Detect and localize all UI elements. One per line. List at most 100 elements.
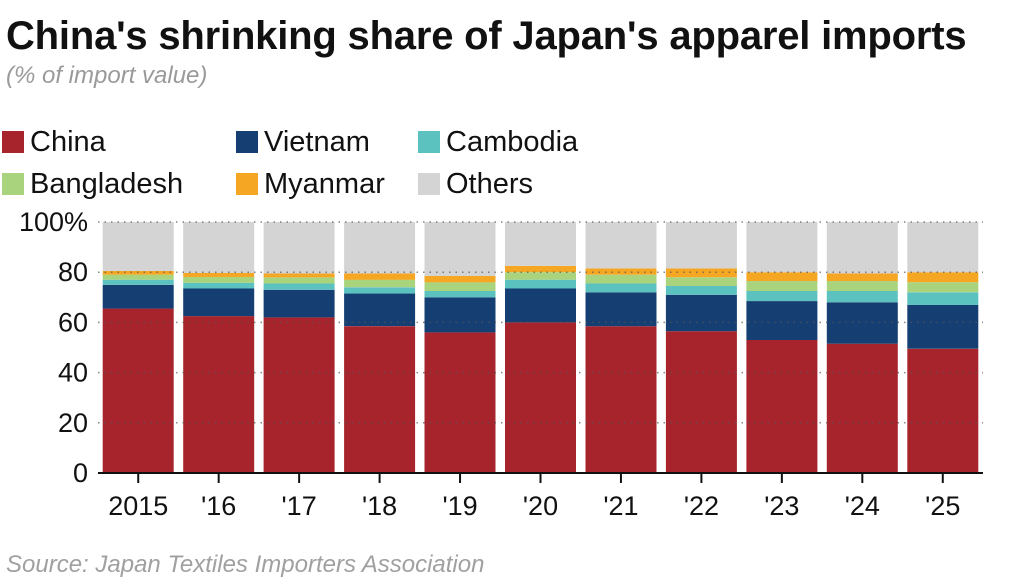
bar-bangladesh-1 (183, 277, 255, 283)
x-tick-label: '24 (845, 491, 880, 521)
bar-vietnam-9 (826, 302, 898, 344)
bar-vietnam-7 (665, 294, 737, 332)
bar-china-8 (746, 340, 818, 473)
bar-myanmar-8 (746, 272, 818, 281)
y-tick-label: 40 (58, 358, 88, 388)
bar-cambodia-7 (665, 286, 737, 295)
y-tick-label: 100% (19, 207, 88, 237)
bar-myanmar-4 (424, 276, 496, 283)
bar-others-9 (826, 222, 898, 274)
legend: China Vietnam Cambodia Bangladesh Myanmar Oth… (0, 122, 1024, 212)
bar-china-5 (505, 322, 576, 473)
bar-bangladesh-0 (102, 274, 174, 280)
y-tick-label: 60 (58, 307, 88, 337)
bar-others-8 (746, 222, 818, 273)
bar-china-6 (585, 326, 657, 473)
x-tick-label: '17 (282, 491, 317, 521)
bar-vietnam-10 (907, 304, 979, 349)
legend-swatch-bangladesh (2, 173, 24, 195)
legend-swatch-vietnam (236, 131, 258, 153)
bar-others-4 (424, 222, 496, 276)
bar-others-6 (585, 222, 657, 269)
x-tick-label: '20 (523, 491, 558, 521)
bar-vietnam-6 (585, 292, 657, 327)
bar-china-0 (102, 308, 174, 473)
bar-vietnam-3 (344, 293, 416, 327)
bar-myanmar-1 (183, 273, 255, 277)
bar-bangladesh-9 (826, 281, 898, 291)
bar-bangladesh-5 (505, 272, 576, 280)
bar-bangladesh-10 (907, 282, 979, 293)
bar-cambodia-2 (263, 283, 335, 290)
chart-subtitle: (% of import value) (6, 62, 208, 89)
bar-myanmar-2 (263, 273, 335, 278)
legend-swatch-others (418, 173, 440, 195)
legend-swatch-china (2, 131, 24, 153)
bar-cambodia-9 (826, 291, 898, 303)
legend-label-cambodia: Cambodia (446, 125, 579, 158)
bar-china-7 (665, 331, 737, 473)
bar-vietnam-0 (102, 284, 174, 309)
bar-myanmar-3 (344, 273, 416, 280)
x-tick-label: '23 (764, 491, 799, 521)
x-tick-label: '19 (442, 491, 477, 521)
legend-item-cambodia: Cambodia (418, 122, 578, 162)
legend-swatch-cambodia (418, 131, 440, 153)
bar-vietnam-1 (183, 288, 255, 317)
bar-china-3 (344, 326, 416, 473)
bar-cambodia-0 (102, 279, 174, 285)
x-tick-label: '25 (925, 491, 960, 521)
bar-cambodia-6 (585, 283, 657, 293)
legend-item-vietnam: Vietnam (236, 122, 370, 162)
bar-vietnam-2 (263, 289, 335, 318)
legend-label-china: China (30, 125, 106, 158)
source-note: Source: Japan Textiles Importers Associa… (6, 551, 485, 578)
bar-vietnam-8 (746, 301, 818, 340)
y-tick-label: 20 (58, 408, 88, 438)
legend-item-others: Others (418, 164, 533, 204)
legend-item-myanmar: Myanmar (236, 164, 385, 204)
bar-china-2 (263, 317, 335, 473)
legend-label-others: Others (446, 167, 534, 200)
x-tick-label: '21 (603, 491, 638, 521)
bar-myanmar-7 (665, 268, 737, 278)
bar-others-10 (907, 222, 979, 273)
bar-myanmar-9 (826, 273, 898, 281)
bar-cambodia-3 (344, 287, 416, 294)
chart-title: China's shrinking share of Japan's appar… (6, 14, 967, 58)
x-tick-label: '22 (684, 491, 719, 521)
x-tick-label: 2015 (108, 491, 168, 521)
y-tick-label: 0 (73, 458, 88, 488)
bar-myanmar-6 (585, 268, 657, 275)
bar-cambodia-4 (424, 291, 496, 298)
bar-vietnam-4 (424, 297, 496, 333)
bar-others-0 (102, 222, 174, 271)
bar-cambodia-1 (183, 282, 255, 289)
legend-swatch-myanmar (236, 173, 258, 195)
bar-others-5 (505, 222, 576, 266)
legend-label-myanmar: Myanmar (264, 167, 385, 200)
legend-item-china: China (2, 122, 106, 162)
bar-cambodia-5 (505, 279, 576, 289)
bar-china-4 (424, 332, 496, 473)
legend-label-vietnam: Vietnam (264, 125, 370, 158)
bar-bangladesh-6 (585, 274, 657, 284)
bar-vietnam-5 (505, 288, 576, 323)
bar-cambodia-8 (746, 291, 818, 301)
bar-bangladesh-4 (424, 282, 496, 291)
bar-china-9 (826, 343, 898, 473)
bar-china-10 (907, 348, 979, 473)
bar-others-3 (344, 222, 416, 274)
bar-others-7 (665, 222, 737, 269)
bar-cambodia-10 (907, 292, 979, 305)
y-tick-label: 80 (58, 257, 88, 287)
bar-others-1 (183, 222, 255, 273)
bar-myanmar-10 (907, 272, 979, 283)
x-tick-label: '18 (362, 491, 397, 521)
bar-bangladesh-7 (665, 277, 737, 286)
legend-item-bangladesh: Bangladesh (2, 164, 183, 204)
bar-china-1 (183, 316, 255, 473)
bar-others-2 (263, 222, 335, 274)
bar-bangladesh-3 (344, 279, 416, 288)
